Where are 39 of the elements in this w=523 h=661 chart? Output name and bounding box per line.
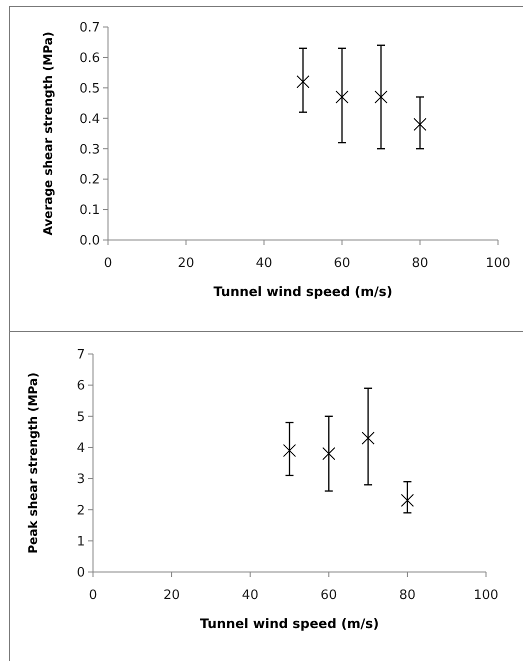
point (362, 432, 375, 445)
y-axis-title: Peak shear strength (MPa) (26, 372, 40, 554)
y-tick-label: 0.0 (79, 234, 100, 249)
point (283, 444, 296, 458)
y-tick-label: 1 (76, 534, 85, 550)
y-tick-label: 2 (76, 503, 85, 518)
x-tick-label: 40 (242, 588, 258, 603)
y-tick-label: 5 (76, 410, 85, 425)
y-tick-label: 0.2 (79, 172, 100, 188)
x-tick-label: 20 (163, 588, 180, 603)
x-tick-label: 80 (412, 256, 428, 271)
x-tick-label: 100 (474, 588, 498, 603)
y-tick-label: 4 (76, 440, 85, 456)
x-axis-title: Tunnel wind speed (m/s) (200, 617, 379, 632)
y-tick-label: 0.7 (79, 20, 100, 36)
y-tick-label: 3 (76, 472, 85, 488)
point (296, 75, 310, 88)
y-tick-label: 7 (76, 348, 85, 363)
point (414, 118, 426, 131)
point (374, 90, 388, 104)
point (400, 494, 414, 507)
y-tick-label: 0.6 (79, 50, 100, 66)
x-tick-label: 0 (104, 256, 112, 271)
y-tick-label: 6 (76, 378, 85, 394)
x-tick-label: 40 (256, 256, 272, 271)
x-tick-label: 60 (334, 256, 350, 271)
point (336, 90, 348, 104)
y-axis-title: Average shear strength (MPa) (41, 32, 55, 236)
x-tick-label: 60 (320, 588, 338, 603)
point (322, 447, 336, 460)
y-tick-label: 0.5 (79, 81, 100, 96)
x-tick-label: 20 (178, 256, 194, 271)
y-tick-label: 0.3 (79, 142, 100, 158)
x-tick-label: 80 (399, 588, 416, 603)
y-tick-label: 0 (76, 566, 85, 581)
x-tick-label: 100 (486, 256, 510, 271)
x-axis-title: Tunnel wind speed (m/s) (214, 285, 392, 300)
y-tick-label: 0.1 (79, 203, 100, 218)
y-tick-label: 0.4 (79, 112, 100, 127)
